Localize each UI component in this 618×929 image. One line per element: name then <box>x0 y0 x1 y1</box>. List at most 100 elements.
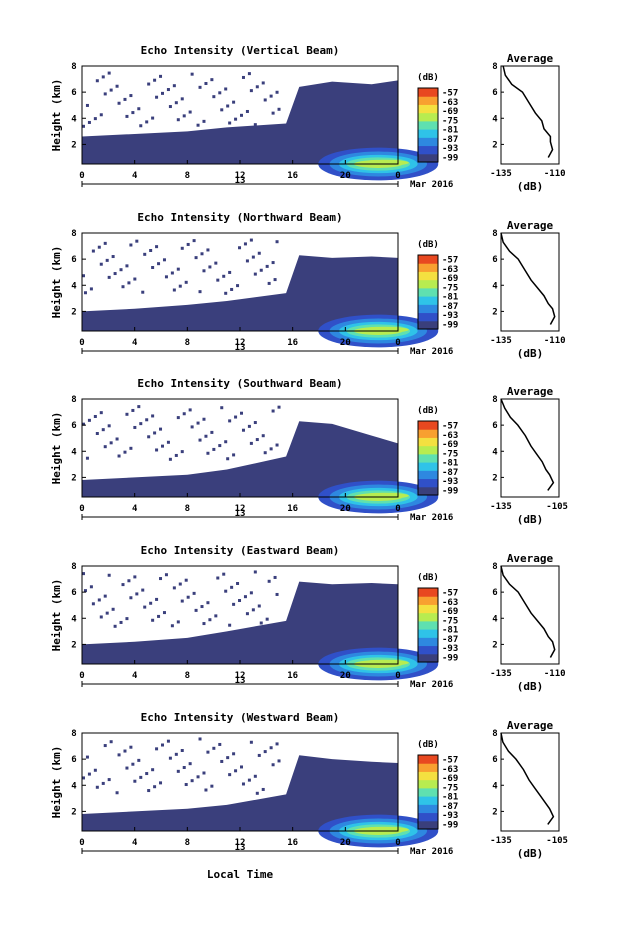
x-tick-label: 0 <box>395 504 400 514</box>
echo-speckle <box>255 85 259 89</box>
x-tick-label: 12 <box>235 171 246 181</box>
echo-speckle <box>210 784 214 788</box>
average-line <box>500 398 555 491</box>
echo-speckle <box>265 617 269 621</box>
date-month-year: Mar 2016 <box>410 847 453 857</box>
echo-speckle <box>249 89 253 93</box>
average-x-label: (dB) <box>517 513 544 526</box>
echo-speckle <box>125 412 129 416</box>
echo-speckle <box>190 425 194 429</box>
echo-speckle <box>232 100 236 104</box>
echo-speckle <box>202 771 206 775</box>
panel-title: Echo Intensity (Northward Beam) <box>137 211 342 224</box>
echo-speckle <box>89 287 93 291</box>
echo-speckle <box>176 267 180 271</box>
echo-speckle <box>159 74 163 78</box>
average-x-label: (dB) <box>517 847 544 860</box>
average-profile: Average 2 4 6 8 -135 -105(dB) <box>490 385 568 526</box>
echo-speckle <box>170 624 174 628</box>
colorbar-tick-label: -75 <box>442 449 458 459</box>
panel-title: Echo Intensity (Westward Beam) <box>141 711 340 724</box>
echo-speckles <box>82 737 281 795</box>
echo-speckle <box>198 438 202 442</box>
echo-speckle <box>101 781 105 785</box>
echo-speckle <box>83 291 87 295</box>
echo-speckle <box>218 91 222 95</box>
echo-speckle <box>206 451 210 455</box>
echo-speckle <box>127 579 131 583</box>
colorbar-tick-label: -57 <box>442 256 458 266</box>
colorbar-swatch <box>418 271 438 281</box>
echo-speckle <box>111 255 115 259</box>
average-line <box>500 565 556 658</box>
echo-speckle <box>245 612 249 616</box>
echo-speckle <box>245 259 249 263</box>
colorbar-tick-label: -69 <box>442 440 458 450</box>
y-tick-label: 8 <box>71 395 76 405</box>
echo-speckle <box>99 113 103 117</box>
date-month-year: Mar 2016 <box>410 347 453 357</box>
echo-speckle <box>129 745 133 749</box>
colorbar-label: (dB) <box>417 740 439 750</box>
echo-speckle <box>253 123 257 127</box>
echo-speckle <box>275 90 279 94</box>
echo-core-band <box>360 826 409 833</box>
echo-speckle <box>238 246 242 250</box>
colorbar-tick-label: -93 <box>442 311 458 321</box>
echo-speckle <box>222 274 226 278</box>
echo-speckle <box>131 762 135 766</box>
echo-speckle <box>255 791 259 795</box>
echo-speckle <box>176 769 180 773</box>
colorbar-tick-label: -75 <box>442 783 458 793</box>
average-frame <box>500 732 560 832</box>
echo-speckle <box>198 85 202 89</box>
echo-speckle <box>271 261 275 265</box>
average-y-tick-label: 6 <box>492 421 497 431</box>
echo-speckle <box>261 787 265 791</box>
average-y-tick-label: 8 <box>492 62 497 72</box>
echo-speckle <box>271 111 275 115</box>
echo-speckle <box>218 444 222 448</box>
colorbar-swatch <box>418 478 438 488</box>
x-tick-label: 4 <box>132 504 138 514</box>
echo-speckle <box>103 241 107 245</box>
average-title: Average <box>507 552 554 565</box>
average-x-tick-label: -105 <box>546 502 568 512</box>
echo-speckle <box>247 778 251 782</box>
echo-speckle <box>159 577 163 581</box>
echo-speckle <box>253 774 257 778</box>
echo-speckle <box>226 756 230 760</box>
colorbar-tick-label: -75 <box>442 283 458 293</box>
echo-speckle <box>228 623 232 627</box>
colorbar-frame <box>417 754 439 830</box>
colorbar-tick-label: -93 <box>442 144 458 154</box>
echo-speckle <box>182 766 186 770</box>
colorbar-swatch <box>418 453 438 463</box>
echo-core-band <box>360 492 409 499</box>
colorbar-swatch <box>418 486 438 496</box>
echo-speckle <box>236 284 240 288</box>
average-title: Average <box>507 219 554 232</box>
echo-speckle <box>245 109 249 113</box>
echo-speckle <box>162 258 166 262</box>
echo-speckle <box>133 425 137 429</box>
echo-speckle <box>174 752 178 756</box>
average-y-tick-label: 6 <box>492 88 497 98</box>
echo-speckle <box>174 101 178 105</box>
x-tick-label: 16 <box>287 171 298 181</box>
echo-speckle <box>228 121 232 125</box>
echo-speckle <box>275 742 279 746</box>
colorbar-tick-label: -81 <box>442 626 458 636</box>
echo-speckle <box>204 81 208 85</box>
echo-speckle <box>139 422 143 426</box>
colorbar-tick-label: -93 <box>442 477 458 487</box>
colorbar-swatch <box>418 820 438 830</box>
echo-speckles <box>82 71 281 128</box>
echo-speckle <box>226 457 230 461</box>
echo-speckle <box>151 618 155 622</box>
echo-speckle <box>259 268 263 272</box>
x-tick-label: 0 <box>395 671 400 681</box>
echo-speckle <box>161 444 164 448</box>
echo-speckle <box>273 278 277 282</box>
echo-speckles <box>82 238 279 295</box>
